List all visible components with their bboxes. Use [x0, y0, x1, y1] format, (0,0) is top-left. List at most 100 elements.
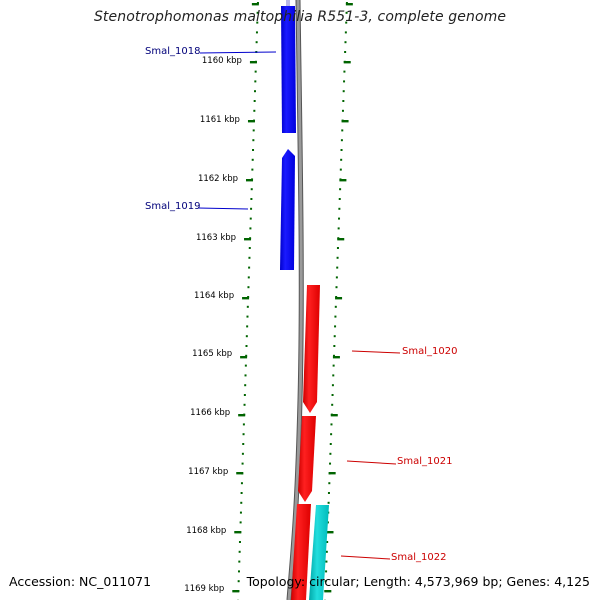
- gene-smal-1018[interactable]: [281, 0, 296, 133]
- gc-dot: [325, 570, 328, 573]
- leader-line-smal-1019: [197, 207, 249, 210]
- gc-dot: [250, 188, 253, 191]
- gc-dot: [249, 217, 252, 220]
- gc-skew-track-left: [232, 2, 259, 600]
- gc-dot: [328, 482, 331, 485]
- gc-dot: [343, 70, 346, 73]
- gc-dot: [247, 286, 250, 289]
- ruler-tick-label: 1160 kbp: [201, 56, 242, 66]
- gc-dot: [336, 256, 339, 259]
- ruler-tick-label: 1169 kbp: [184, 584, 225, 594]
- feature-cyan[interactable]: [309, 505, 329, 600]
- gc-dot: [241, 452, 244, 455]
- gc-dot: [253, 109, 256, 112]
- gc-dot: [246, 325, 249, 328]
- gc-dot: [238, 560, 241, 563]
- ruler-tick-label: 1161 kbp: [199, 115, 240, 125]
- gc-dot: [344, 51, 347, 53]
- gc-dot: [245, 354, 248, 357]
- gc-dot: [331, 394, 334, 396]
- gc-dot: [344, 41, 347, 44]
- gc-dot: [336, 247, 339, 249]
- leader-line-smal-1021: [346, 460, 397, 465]
- gc-dot: [331, 403, 334, 406]
- gc-dash: [244, 238, 252, 241]
- map-title: Stenotrophomonas maltophilia R551-3, com…: [93, 9, 507, 25]
- gc-dot: [250, 207, 253, 210]
- gc-dot: [254, 80, 257, 83]
- gc-dot: [335, 286, 338, 289]
- gc-dot: [252, 149, 255, 151]
- gc-dot: [341, 109, 344, 112]
- gc-dot: [238, 541, 241, 543]
- gc-dot: [325, 560, 328, 563]
- gc-dot: [244, 374, 247, 377]
- gc-dot: [247, 276, 250, 279]
- gc-dot: [248, 266, 251, 269]
- gc-dot: [325, 550, 328, 553]
- gc-dot: [333, 345, 336, 347]
- gene-label-smal-1021[interactable]: Smal_1021: [397, 456, 453, 467]
- gene-smal-1019[interactable]: [280, 149, 295, 270]
- accession-value: NC_011071: [79, 574, 152, 589]
- gc-dot: [253, 90, 256, 93]
- gc-dot: [342, 90, 345, 93]
- gc-dash: [251, 3, 259, 6]
- gc-dot: [237, 570, 240, 573]
- gc-dot: [237, 580, 240, 583]
- gc-dot: [240, 501, 243, 504]
- gene-label-smal-1022[interactable]: Smal_1022: [391, 552, 447, 563]
- gc-dot: [335, 276, 338, 279]
- gc-dot: [345, 11, 348, 14]
- gc-dot: [248, 247, 251, 249]
- gc-dot: [332, 354, 335, 357]
- gc-dash: [242, 297, 250, 300]
- gc-dot: [249, 227, 252, 230]
- gc-dash: [326, 531, 334, 534]
- gc-dash: [234, 531, 242, 534]
- gc-dash: [339, 179, 347, 182]
- ruler-tick-label: 1166 kbp: [190, 408, 231, 418]
- gc-dot: [342, 100, 345, 102]
- gc-dot: [330, 433, 333, 436]
- gc-dot: [343, 80, 346, 83]
- gc-dot: [327, 492, 330, 494]
- gc-dot: [340, 139, 343, 142]
- accession-label: Accession:: [9, 574, 76, 589]
- gc-dot: [255, 31, 258, 34]
- gc-dot: [336, 266, 339, 269]
- gc-dot: [256, 11, 259, 14]
- gc-dot: [240, 482, 243, 485]
- gc-dot: [239, 511, 242, 514]
- gc-dot: [334, 325, 337, 328]
- gc-dash: [341, 120, 349, 123]
- gc-dot: [340, 149, 343, 151]
- gc-dot: [339, 168, 342, 171]
- ruler-tick-label: 1164 kbp: [194, 291, 235, 301]
- gc-dot: [241, 462, 244, 465]
- gc-dot: [345, 21, 348, 24]
- gc-dot: [248, 256, 251, 259]
- gc-dot: [254, 70, 257, 73]
- gene-label-smal-1020[interactable]: Smal_1020: [402, 346, 458, 357]
- gc-dash: [249, 61, 257, 64]
- genome-backbone-highlight: [287, 0, 303, 600]
- gc-dash: [335, 297, 343, 300]
- gene-label-smal-1019[interactable]: Smal_1019: [145, 201, 201, 212]
- gc-dot: [242, 423, 245, 426]
- gc-dash: [240, 356, 248, 359]
- gc-dash: [232, 590, 240, 593]
- gc-dot: [245, 345, 248, 347]
- gc-dot: [338, 217, 341, 220]
- gc-dot: [246, 305, 249, 308]
- gene-label-smal-1018[interactable]: Smal_1018: [145, 46, 201, 57]
- gene-smal-1021[interactable]: [298, 416, 316, 502]
- gc-dot: [329, 452, 332, 455]
- gene-smal-1020[interactable]: [303, 285, 320, 413]
- gc-dot: [239, 521, 242, 524]
- gene-smal-1022[interactable]: [291, 504, 311, 600]
- gc-dot: [332, 364, 335, 367]
- gc-dot: [250, 198, 253, 200]
